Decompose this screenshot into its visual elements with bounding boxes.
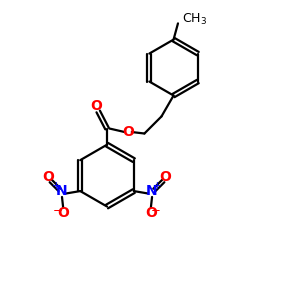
Text: O: O bbox=[43, 170, 54, 184]
Text: O: O bbox=[145, 206, 157, 220]
Text: CH$_3$: CH$_3$ bbox=[182, 12, 207, 27]
Text: +: + bbox=[153, 181, 162, 191]
Text: O: O bbox=[160, 170, 172, 184]
Text: O: O bbox=[90, 99, 102, 113]
Text: −: − bbox=[151, 204, 161, 217]
Text: +: + bbox=[52, 181, 61, 191]
Text: O: O bbox=[122, 125, 134, 139]
Text: −: − bbox=[53, 204, 63, 217]
Text: N: N bbox=[146, 184, 158, 198]
Text: N: N bbox=[56, 184, 68, 198]
Text: O: O bbox=[57, 206, 69, 220]
